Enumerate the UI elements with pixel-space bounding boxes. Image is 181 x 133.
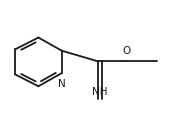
Text: NH: NH [92, 87, 108, 97]
Text: O: O [122, 46, 131, 56]
Text: N: N [58, 79, 66, 89]
